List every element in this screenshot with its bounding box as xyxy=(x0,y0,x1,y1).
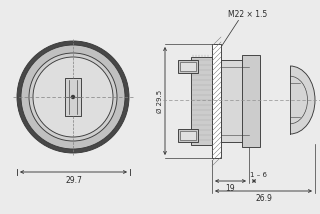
Bar xyxy=(242,55,260,147)
Text: 19: 19 xyxy=(226,184,235,193)
Circle shape xyxy=(71,95,75,98)
Bar xyxy=(264,65,290,135)
Bar xyxy=(178,129,198,142)
Ellipse shape xyxy=(265,66,315,134)
Bar xyxy=(65,78,81,116)
Bar xyxy=(178,60,198,73)
Text: 1 – 6: 1 – 6 xyxy=(250,172,267,178)
Text: M22 × 1.5: M22 × 1.5 xyxy=(228,9,268,18)
Bar xyxy=(180,131,196,140)
Circle shape xyxy=(17,41,129,153)
Circle shape xyxy=(29,53,117,141)
Bar xyxy=(180,62,196,71)
Text: 26.9: 26.9 xyxy=(255,194,272,203)
Circle shape xyxy=(33,57,113,137)
Bar xyxy=(212,44,221,158)
Text: 29.7: 29.7 xyxy=(65,176,82,185)
Bar xyxy=(191,57,212,145)
Text: Ø 29.5: Ø 29.5 xyxy=(157,89,163,113)
Bar xyxy=(221,60,249,142)
Circle shape xyxy=(21,45,125,149)
